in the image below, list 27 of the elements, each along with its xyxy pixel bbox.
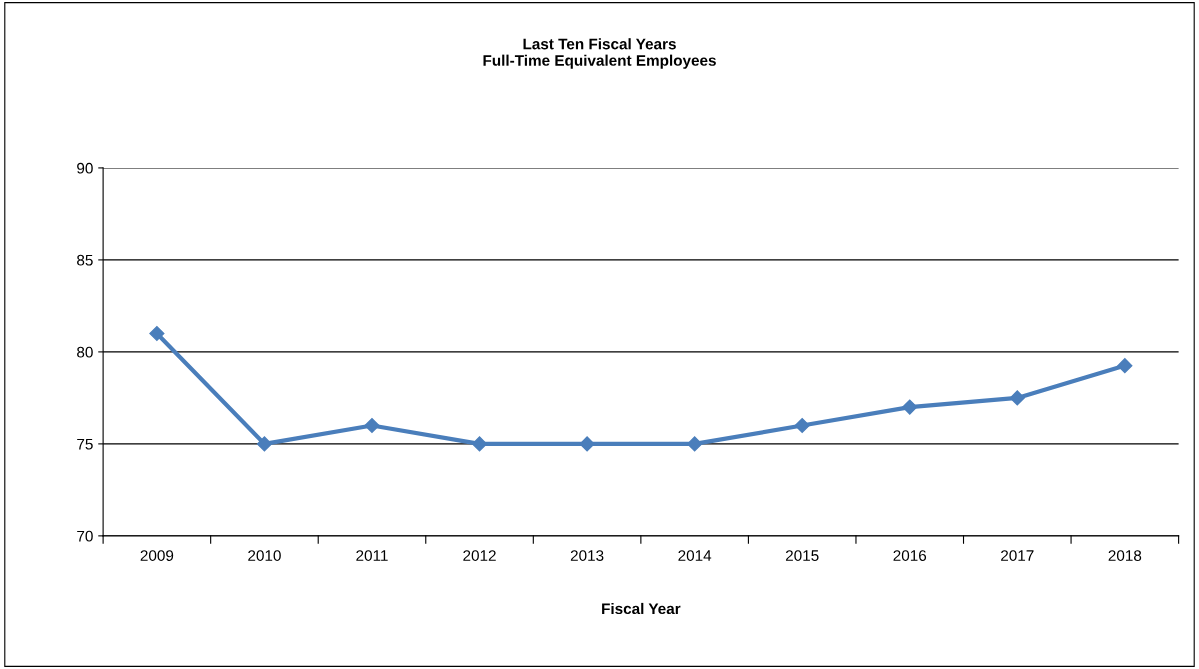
point [902,399,918,415]
point [256,436,273,452]
x-tick-label: 2013 [570,550,604,561]
chart-title: Last Ten Fiscal Years Full-Time Equivalent Employees [483,38,716,69]
point [794,417,810,434]
point [471,436,488,452]
x-tick-label: 2012 [463,550,496,561]
x-axis-title: Fiscal Year [602,602,681,615]
point [687,436,703,452]
point [1117,358,1133,374]
y-tick-label: 80 [77,346,93,358]
x-tick-label: 2018 [1108,550,1142,561]
x-tick-label: 2011 [356,550,388,561]
point [149,325,165,342]
x-tick-label: 2017 [1001,550,1034,561]
x-tick-label: 2016 [893,550,927,561]
y-tick-label: 75 [77,438,93,450]
x-tick-label: 2009 [140,550,174,561]
y-tick-label: 85 [77,254,93,266]
y-tick-label: 90 [77,162,93,174]
y-tick-label: 70 [77,530,93,542]
point [364,417,380,434]
x-tick-label: 2010 [248,550,281,561]
x-tick-label: 2014 [678,550,712,561]
point [579,436,595,452]
x-tick-label: 2015 [785,550,819,561]
point [1009,390,1025,406]
